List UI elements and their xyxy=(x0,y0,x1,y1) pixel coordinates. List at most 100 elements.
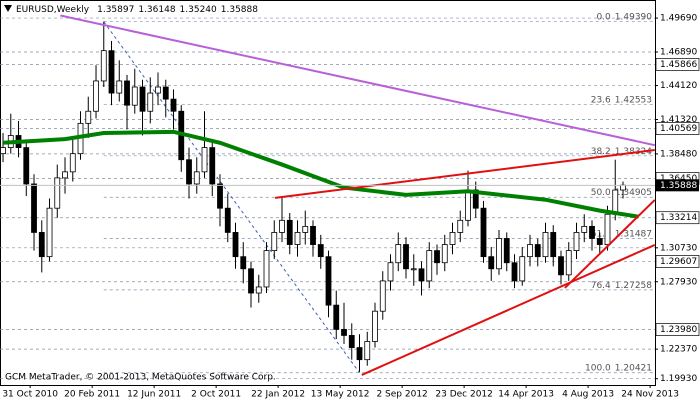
candle-body xyxy=(170,98,177,112)
candle-body xyxy=(317,244,324,258)
candle-body xyxy=(395,244,402,264)
candle-body xyxy=(124,80,130,106)
candle-body xyxy=(240,256,247,270)
candle-body xyxy=(426,250,433,282)
level-label: 1.33214 xyxy=(660,213,697,223)
y-tick-label: 1.44120 xyxy=(660,81,697,91)
candle-body xyxy=(193,171,200,185)
candle-body xyxy=(465,189,471,221)
moving-average xyxy=(2,129,639,219)
candle-body xyxy=(418,268,425,282)
candle-body xyxy=(534,244,541,258)
fib-level-name: 50.0 xyxy=(591,188,611,198)
x-tick-label: 22 Jan 2012 xyxy=(251,390,305,400)
level-box xyxy=(655,211,700,225)
candle-body xyxy=(0,147,6,155)
candle-body xyxy=(410,268,417,271)
candle-body xyxy=(286,219,293,245)
candle-body xyxy=(147,92,154,112)
y-tick-label: 1.41320 xyxy=(660,115,697,125)
candle-body xyxy=(131,86,138,106)
candle-body xyxy=(46,207,53,258)
candle-body xyxy=(209,147,216,185)
candle-body xyxy=(69,153,76,173)
candle-body xyxy=(550,232,557,258)
y-tick-label: 1.27930 xyxy=(660,277,697,287)
x-tick-label: 24 Nov 2013 xyxy=(621,390,679,400)
fib-level-name: 100.0 xyxy=(585,363,611,373)
candle-body xyxy=(310,225,316,245)
y-tick-label: 1.30730 xyxy=(660,243,697,253)
fib-level-price: 1.31487 xyxy=(615,229,652,239)
candle-body xyxy=(201,147,208,173)
candle-body xyxy=(23,147,30,185)
candle-body xyxy=(356,347,363,361)
candle-body xyxy=(186,159,192,185)
candle-body xyxy=(480,207,487,258)
fib-level-price: 1.20421 xyxy=(615,363,652,373)
trendline xyxy=(60,14,655,147)
x-tick-label: 12 Jun 2011 xyxy=(127,390,181,400)
candle-body xyxy=(325,256,332,306)
candle-body xyxy=(31,183,37,233)
candle-body xyxy=(255,286,262,294)
fib-level-price: 1.49390 xyxy=(615,12,652,22)
candle-body xyxy=(620,184,626,191)
fib-label: 23.6 1.42553 xyxy=(591,95,652,105)
candle-body xyxy=(85,110,92,124)
y-tick-label: 1.22370 xyxy=(660,345,697,355)
fib-label: 50.0 1.34905 xyxy=(591,188,652,198)
y-tick-label: 1.38480 xyxy=(660,149,697,159)
x-tick-label: 13 May 2012 xyxy=(311,390,370,400)
fib-label: 61.8 1.31487 xyxy=(591,229,652,239)
level-label: 1.45866 xyxy=(660,60,697,70)
candle-body xyxy=(488,256,495,270)
x-tick-label: 2 Oct 2011 xyxy=(191,390,241,400)
candle-body xyxy=(472,189,479,209)
candle-body xyxy=(449,232,456,245)
fib-level-name: 38.2 xyxy=(591,146,611,156)
last-price-label: 1.35888 xyxy=(660,181,697,191)
y-tick-label: 1.19930 xyxy=(660,374,697,384)
candle-body xyxy=(62,171,68,179)
x-tick-label: 31 Oct 2010 xyxy=(2,390,58,400)
candle-body xyxy=(596,238,603,245)
candle-body xyxy=(38,232,45,258)
header-price: 1.36148 xyxy=(138,5,175,15)
candle-body xyxy=(217,183,223,209)
candle-body xyxy=(100,50,107,82)
candle-body xyxy=(333,304,340,330)
candle-body xyxy=(93,80,99,112)
candle-body xyxy=(162,86,169,100)
trendline xyxy=(274,149,655,199)
candle-body xyxy=(248,268,254,294)
candle-body xyxy=(271,232,278,252)
candle-body xyxy=(457,219,464,233)
candle-body xyxy=(224,207,231,233)
header-price: 1.35240 xyxy=(180,5,217,15)
header-price: 1.35888 xyxy=(221,5,258,15)
candle-body xyxy=(387,262,394,282)
candle-body xyxy=(434,250,440,264)
candle-body xyxy=(372,310,378,342)
fib-level-name: 76.4 xyxy=(591,280,611,290)
level-box xyxy=(655,323,700,336)
candle-body xyxy=(581,225,588,233)
x-tick-label: 23 Dec 2012 xyxy=(435,390,493,400)
level-label: 1.29607 xyxy=(660,257,697,267)
level-box xyxy=(655,122,700,135)
candle-body xyxy=(542,232,549,258)
level-label: 1.23980 xyxy=(660,325,697,335)
x-tick-label: 20 Feb 2011 xyxy=(64,390,120,400)
candle-body xyxy=(232,232,239,258)
candle-body xyxy=(612,189,619,215)
fib-line xyxy=(103,21,360,374)
candle-body xyxy=(116,80,123,94)
level-label: 1.40569 xyxy=(660,124,697,134)
fib-level-name: 0.0 xyxy=(596,12,611,22)
candle-body xyxy=(379,280,386,312)
y-tick-label: 1.49690 xyxy=(660,14,697,24)
candle-body xyxy=(108,50,115,94)
candle-body xyxy=(604,213,611,245)
